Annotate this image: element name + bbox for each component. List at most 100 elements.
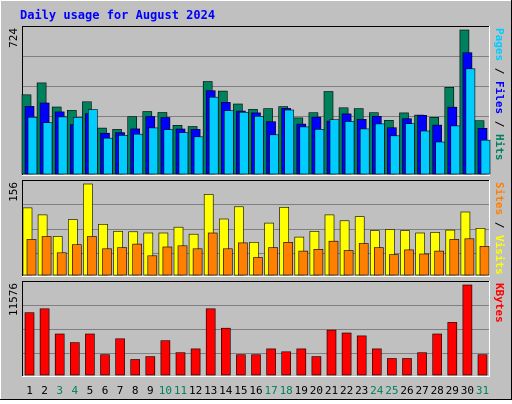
bar-kbytes-day-4: [70, 342, 80, 376]
x-axis-labels: 1 2 3 4 5 6 7 8 9 10 11 12 13 14 15 16 17 18 19 20 21 22 23 24 2…: [26, 384, 489, 397]
bar-kbytes-day-17: [266, 348, 276, 376]
bar-pages-day-8: [133, 133, 143, 175]
x-tick-label: 13: [204, 384, 217, 397]
bar-kbytes-day-6: [100, 354, 110, 376]
bar-pages-day-21: [329, 119, 340, 175]
bar-sites-day-16: [253, 257, 263, 276]
bar-pages-day-23: [359, 128, 370, 175]
bar-pages-day-31: [480, 139, 491, 175]
bar-sites-day-1: [26, 239, 37, 276]
axis-max-label: 11576: [7, 283, 20, 316]
x-tick-label: 31: [476, 384, 489, 397]
x-tick-label: 6: [102, 384, 109, 397]
bar-kbytes-day-22: [341, 332, 352, 376]
legend-item: /: [493, 61, 506, 81]
legend: KBytes: [493, 283, 506, 323]
bar-pages-day-18: [284, 109, 295, 175]
bar-kbytes-day-9: [145, 356, 156, 376]
bar-kbytes-day-19: [296, 348, 307, 376]
bar-kbytes-day-15: [236, 354, 246, 376]
bar-pages-day-6: [103, 137, 113, 175]
bar-pages-day-2: [42, 122, 53, 175]
bar-kbytes-day-14: [221, 327, 231, 376]
bar-kbytes-day-8: [130, 359, 140, 376]
bar-sites-day-25: [389, 254, 399, 276]
x-tick-label: 4: [71, 384, 78, 397]
bar-sites-day-4: [72, 244, 82, 276]
bar-sites-day-17: [268, 247, 278, 276]
bar-sites-day-9: [147, 255, 158, 276]
x-tick-label: 9: [147, 384, 154, 397]
bar-pages-day-30: [465, 68, 476, 175]
bar-pages-day-16: [254, 116, 264, 175]
bar-sites-day-13: [207, 232, 218, 276]
bar-sites-day-18: [283, 242, 294, 276]
axis-max-label: 156: [7, 182, 20, 202]
x-tick-label: 21: [325, 384, 338, 397]
x-tick-label: 24: [370, 384, 384, 397]
legend-item: Files: [493, 81, 506, 114]
bar-sites-day-19: [298, 250, 309, 276]
bar-kbytes-day-18: [281, 351, 292, 376]
bar-pages-day-29: [450, 125, 461, 175]
x-tick-label: 30: [461, 384, 474, 397]
legend: Pages / Files / Hits: [493, 28, 506, 161]
bar-kbytes-day-12: [190, 348, 201, 376]
bar-kbytes-day-16: [251, 354, 261, 376]
bar-sites-day-6: [102, 248, 112, 276]
bar-kbytes-day-27: [417, 352, 427, 376]
x-tick-label: 15: [234, 384, 247, 397]
x-tick-label: 3: [56, 384, 63, 397]
bar-sites-day-8: [132, 243, 142, 276]
x-tick-label: 16: [249, 384, 262, 397]
x-tick-label: 18: [280, 384, 293, 397]
bar-kbytes-day-10: [160, 340, 171, 376]
bar-kbytes-day-30: [462, 284, 473, 376]
x-tick-label: 23: [355, 384, 368, 397]
x-tick-label: 17: [264, 384, 277, 397]
bar-pages-day-25: [390, 135, 400, 175]
panel-traffic: 724 Pages / Files / Hits: [7, 26, 506, 176]
bar-sites-day-29: [449, 239, 460, 276]
bar-kbytes-day-29: [447, 322, 458, 376]
bar-kbytes-day-25: [387, 358, 397, 376]
bar-pages-day-13: [208, 96, 219, 175]
bar-kbytes-day-24: [371, 348, 382, 376]
bar-pages-day-11: [178, 132, 189, 175]
bar-sites-day-21: [328, 240, 339, 276]
x-tick-label: 25: [385, 384, 398, 397]
bar-sites-day-7: [117, 247, 127, 276]
bar-sites-day-10: [162, 246, 173, 276]
bar-pages-day-4: [73, 117, 83, 175]
bar-sites-day-3: [56, 252, 67, 276]
chart-title: Daily usage for August 2024: [20, 8, 215, 22]
bar-kbytes-day-23: [356, 335, 367, 376]
bar-kbytes-day-5: [85, 333, 95, 376]
bar-kbytes-day-31: [477, 354, 488, 376]
bar-pages-day-15: [239, 112, 249, 175]
legend-item: Sites: [493, 182, 506, 215]
bar-sites-day-20: [313, 249, 324, 276]
bar-pages-day-22: [344, 121, 355, 175]
bar-pages-day-26: [405, 123, 415, 175]
bar-sites-day-2: [41, 236, 52, 276]
x-tick-label: 2: [41, 384, 48, 397]
bar-pages-day-17: [269, 134, 279, 175]
bar-kbytes-day-20: [311, 356, 322, 376]
bar-sites-day-27: [419, 253, 429, 276]
bar-sites-day-22: [343, 250, 354, 276]
bar-kbytes-day-21: [326, 329, 337, 376]
legend-item: KBytes: [493, 283, 506, 323]
bar-kbytes-day-7: [115, 338, 125, 376]
bar-kbytes-day-3: [54, 333, 65, 376]
legend: Sites / Visits: [493, 182, 506, 275]
bar-pages-day-9: [148, 127, 159, 175]
bar-pages-day-10: [163, 129, 174, 175]
bar-sites-day-14: [223, 248, 233, 276]
bar-kbytes-day-13: [205, 308, 216, 376]
bar-sites-day-11: [177, 245, 188, 276]
bar-sites-day-23: [358, 243, 369, 276]
x-tick-label: 26: [400, 384, 413, 397]
